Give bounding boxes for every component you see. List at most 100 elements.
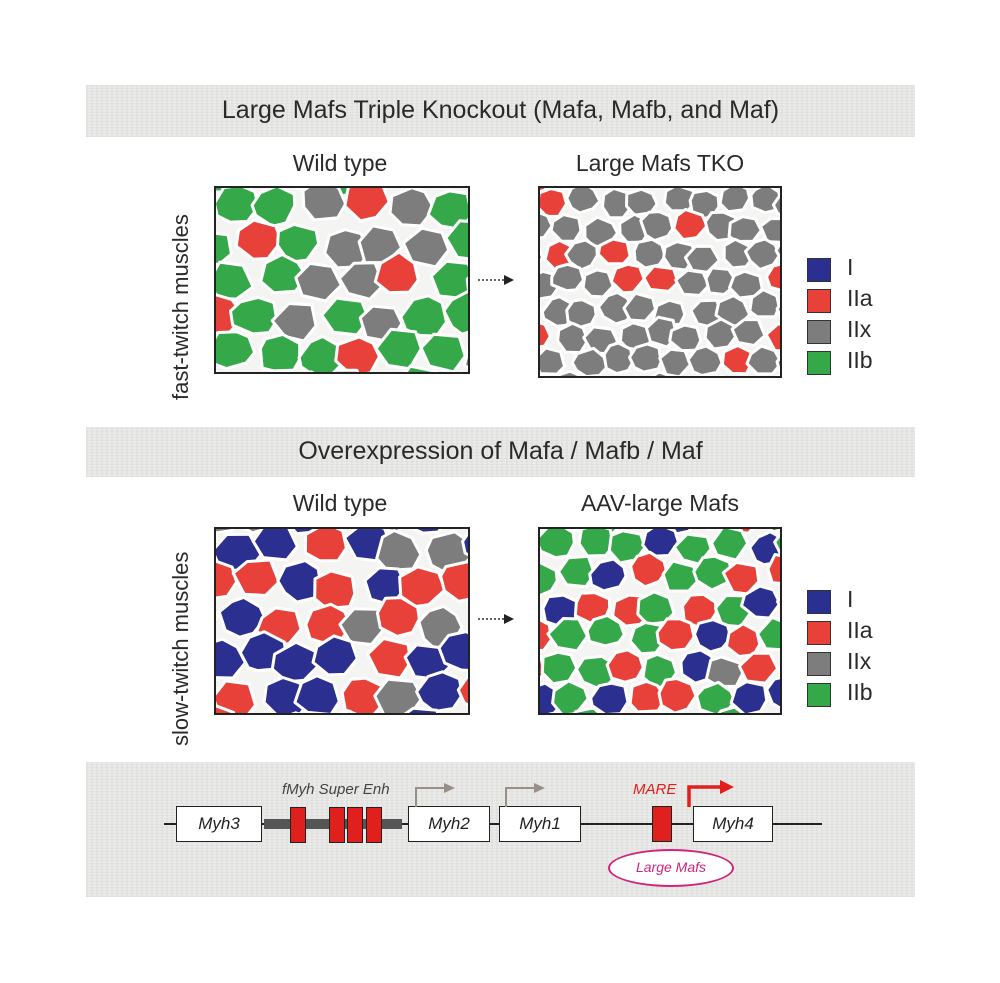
muscle-fiber bbox=[730, 318, 767, 347]
muscle-fiber bbox=[540, 346, 566, 376]
muscle-fiber bbox=[589, 681, 630, 713]
middle-left-panel-title: Wild type bbox=[292, 490, 388, 516]
enhancer-label: fMyh Super Enh bbox=[282, 781, 390, 798]
muscle-fiber bbox=[401, 226, 451, 269]
muscle-fiber bbox=[756, 615, 780, 652]
muscle-fiber bbox=[463, 345, 468, 370]
large-mafs-label: Large Mafs bbox=[635, 859, 707, 875]
top-right-micrograph bbox=[538, 186, 782, 378]
muscle-fiber bbox=[540, 247, 545, 264]
legend-label: IIa bbox=[847, 285, 873, 311]
fiber-mosaic-tko bbox=[540, 188, 780, 376]
legend-label: I bbox=[847, 254, 854, 280]
tss-arrow-myh4 bbox=[687, 780, 734, 807]
muscle-fiber bbox=[540, 560, 559, 598]
muscle-fiber bbox=[650, 370, 675, 376]
muscle-fiber bbox=[320, 296, 371, 337]
fiber-mosaic-aav bbox=[540, 529, 780, 713]
muscle-fiber bbox=[564, 238, 599, 272]
muscle-fiber bbox=[602, 341, 635, 376]
muscle-fiber bbox=[658, 347, 692, 376]
muscle-fiber bbox=[366, 637, 413, 680]
muscle-fiber bbox=[661, 559, 701, 593]
enhancer-element bbox=[366, 807, 382, 843]
muscle-fiber bbox=[759, 217, 780, 244]
muscle-fiber bbox=[642, 264, 680, 293]
muscle-fiber bbox=[276, 559, 323, 604]
muscle-fiber bbox=[729, 680, 769, 713]
muscle-fiber bbox=[737, 651, 780, 685]
muscle-fiber bbox=[628, 342, 663, 374]
muscle-fiber bbox=[258, 332, 302, 372]
muscle-fiber bbox=[251, 529, 299, 562]
muscle-fiber bbox=[745, 344, 780, 376]
legend-swatch bbox=[807, 351, 831, 375]
muscle-fiber bbox=[540, 650, 579, 686]
muscle-fiber bbox=[628, 679, 668, 713]
gene-locus-band: fMyh Super Enh Myh3 Myh2 Myh1 Myh4 MARE … bbox=[86, 762, 915, 897]
muscle-fiber bbox=[557, 554, 597, 589]
muscle-fiber bbox=[231, 558, 281, 597]
muscle-fiber bbox=[765, 676, 780, 710]
muscle-fiber bbox=[465, 276, 468, 299]
middle-right-micrograph bbox=[538, 527, 782, 715]
muscle-fiber bbox=[540, 321, 552, 349]
muscle-fiber bbox=[270, 302, 318, 343]
muscle-fiber bbox=[657, 710, 671, 713]
muscle-fiber bbox=[550, 262, 585, 293]
tss-arrow-myh2 bbox=[415, 783, 455, 807]
top-side-label: fast-twitch muscles bbox=[168, 214, 193, 400]
muscle-fiber bbox=[683, 244, 721, 274]
muscle-fiber bbox=[540, 188, 568, 218]
legend-swatch bbox=[807, 652, 831, 676]
muscle-fiber bbox=[332, 368, 360, 372]
muscle-fiber bbox=[404, 364, 439, 372]
muscle-fiber bbox=[710, 529, 750, 562]
muscle-fiber bbox=[766, 553, 780, 585]
muscle-fiber bbox=[373, 250, 420, 295]
muscle-fiber bbox=[581, 268, 615, 299]
top-section-title: Large Mafs Triple Knockout (Mafa, Mafb, … bbox=[221, 96, 780, 124]
muscle-fiber bbox=[546, 617, 589, 653]
gene-myh1: Myh1 bbox=[499, 806, 581, 842]
muscle-fiber bbox=[722, 237, 756, 270]
muscle-fiber bbox=[572, 706, 602, 713]
muscle-fiber bbox=[641, 529, 680, 558]
fiber-mosaic-wt-fast bbox=[216, 188, 468, 372]
muscle-fiber bbox=[549, 213, 583, 243]
muscle-fiber bbox=[776, 596, 780, 610]
enhancer-element bbox=[329, 807, 345, 843]
muscle-fiber bbox=[540, 211, 554, 240]
muscle-fiber bbox=[461, 530, 468, 557]
muscle-fiber bbox=[294, 261, 343, 303]
middle-legend: I IIa IIx IIb bbox=[807, 586, 907, 720]
enhancer-element bbox=[347, 807, 363, 843]
top-left-micrograph bbox=[214, 186, 470, 374]
muscle-fiber bbox=[216, 610, 220, 622]
muscle-fiber bbox=[767, 529, 780, 534]
muscle-fiber bbox=[216, 679, 257, 713]
muscle-fiber bbox=[657, 677, 698, 713]
top-right-panel-title: Large Mafs TKO bbox=[575, 150, 745, 176]
legend-swatch bbox=[807, 590, 831, 614]
muscle-fiber bbox=[588, 557, 628, 593]
middle-section-title: Overexpression of Mafa / Mafb / Maf bbox=[298, 437, 703, 465]
mare-label: MARE bbox=[633, 781, 677, 798]
muscle-fiber bbox=[419, 332, 467, 372]
gene-myh4: Myh4 bbox=[693, 806, 773, 842]
muscle-fiber bbox=[216, 370, 221, 372]
muscle-fiber bbox=[442, 289, 468, 336]
muscle-fiber bbox=[437, 630, 468, 672]
middle-transition-arrow bbox=[478, 614, 514, 624]
muscle-fiber bbox=[720, 344, 755, 376]
muscle-fiber bbox=[439, 560, 468, 603]
gene-myh2: Myh2 bbox=[408, 806, 490, 842]
muscle-fiber bbox=[216, 637, 247, 680]
muscle-fiber bbox=[622, 291, 657, 323]
muscle-fiber bbox=[771, 193, 780, 217]
muscle-fiber bbox=[334, 335, 381, 372]
legend-swatch bbox=[807, 320, 831, 344]
muscle-fiber bbox=[217, 595, 267, 639]
muscle-fiber bbox=[373, 677, 424, 713]
muscle-fiber bbox=[388, 188, 436, 228]
